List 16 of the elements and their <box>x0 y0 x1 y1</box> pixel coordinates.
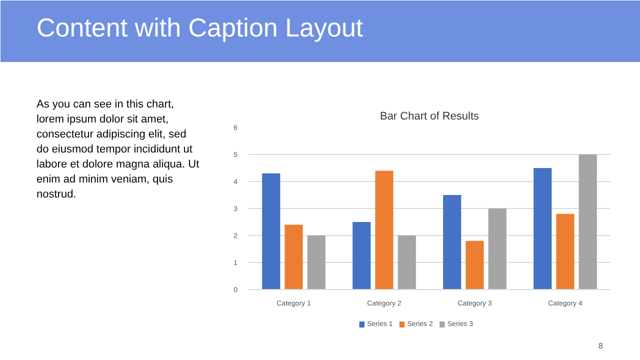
bar <box>578 154 597 290</box>
bar <box>488 208 506 290</box>
bar <box>262 173 280 290</box>
chart-title: Bar Chart of Results <box>380 110 480 122</box>
bar <box>284 224 303 290</box>
bar <box>534 168 552 290</box>
bar <box>375 170 394 290</box>
text: As you can see in this chart, lorem ipsum dolor sit amet, consectetur adipiscing elit, sed do eiusmod tempor incididunt ut labore et dolore magna aliqua. Ut enim ad minim veniam, quis nostrud. <box>36 98 200 200</box>
text: Content with Caption Layout <box>36 12 364 42</box>
bar <box>352 222 371 290</box>
bar <box>307 236 326 290</box>
bar <box>443 195 462 290</box>
bar <box>466 240 484 290</box>
bar <box>556 214 574 290</box>
text: 8 <box>598 342 604 350</box>
bar <box>398 236 416 290</box>
